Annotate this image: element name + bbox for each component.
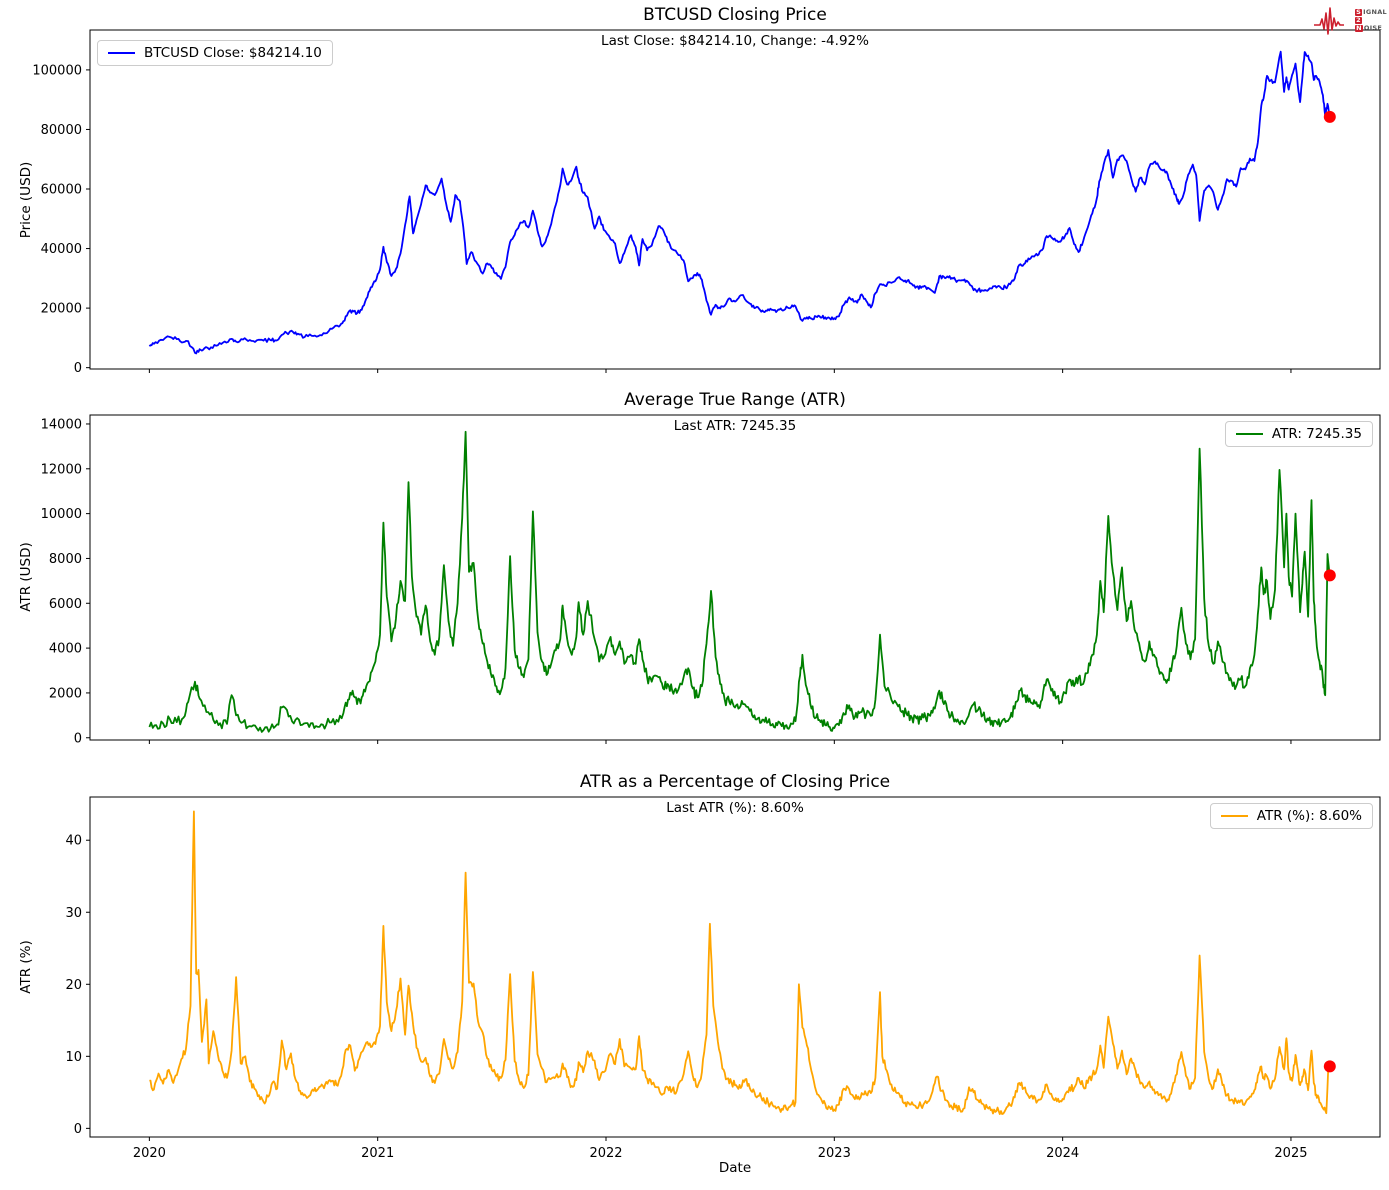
svg-text:20: 20 [65, 978, 82, 993]
svg-text:0: 0 [74, 1122, 82, 1137]
svg-text:80000: 80000 [41, 123, 82, 138]
logo-row: 2 [1355, 15, 1362, 24]
atr-pct-chart-title: ATR as a Percentage of Closing Price [579, 772, 891, 792]
svg-text:2024: 2024 [1046, 1146, 1079, 1161]
svg-text:40: 40 [65, 834, 82, 849]
atr-pct-chart-subtitle: Last ATR (%): 8.60% [666, 800, 804, 816]
svg-text:2021: 2021 [361, 1146, 394, 1161]
waveform-icon [1314, 7, 1345, 35]
atr-chart-ylabel: ATR (USD) [18, 542, 34, 612]
signal2noise-logo: S IGNAL 2 N OISE [1313, 3, 1387, 37]
price-chart-ylabel: Price (USD) [18, 161, 34, 239]
svg-text:2023: 2023 [818, 1146, 851, 1161]
svg-text:2025: 2025 [1274, 1146, 1307, 1161]
atr-pct-legend-label: ATR (%): 8.60% [1256, 808, 1362, 824]
svg-text:14000: 14000 [41, 417, 82, 432]
price-chart-title: BTCUSD Closing Price [643, 5, 827, 25]
atr-pct-legend-line-icon [1220, 815, 1248, 817]
price-legend-label: BTCUSD Close: $84214.10 [144, 45, 322, 61]
svg-text:2022: 2022 [589, 1146, 622, 1161]
price-chart-legend: BTCUSD Close: $84214.10 [97, 40, 333, 66]
svg-text:30: 30 [65, 906, 82, 921]
logo-row: N OISE [1355, 23, 1383, 32]
atr-pct-chart-legend: ATR (%): 8.60% [1209, 803, 1373, 829]
svg-text:12000: 12000 [41, 462, 82, 477]
svg-text:0: 0 [74, 361, 82, 376]
svg-text:20000: 20000 [41, 302, 82, 317]
price-legend-line-icon [108, 52, 135, 54]
svg-text:8000: 8000 [49, 552, 82, 567]
svg-text:2020: 2020 [133, 1146, 166, 1161]
atr-legend-label: ATR: 7245.35 [1271, 426, 1362, 442]
svg-text:4000: 4000 [49, 642, 82, 657]
logo-row: S IGNAL [1355, 7, 1387, 16]
atr-legend-line-icon [1235, 433, 1263, 435]
logo-text: S IGNAL 2 N OISE [1355, 7, 1387, 32]
x-axis-label: Date [718, 1160, 752, 1176]
svg-text:40000: 40000 [41, 242, 82, 257]
svg-text:60000: 60000 [41, 183, 82, 198]
svg-text:10000: 10000 [41, 507, 82, 522]
svg-text:6000: 6000 [49, 597, 82, 612]
svg-text:0: 0 [74, 731, 82, 746]
svg-text:100000: 100000 [32, 63, 82, 78]
atr-pct-chart-ylabel: ATR (%) [18, 940, 34, 994]
atr-chart-subtitle: Last ATR: 7245.35 [673, 418, 797, 434]
atr-chart-legend: ATR: 7245.35 [1224, 421, 1373, 447]
svg-text:10: 10 [65, 1050, 82, 1065]
atr-chart-title: Average True Range (ATR) [624, 390, 846, 410]
svg-text:2000: 2000 [49, 686, 82, 701]
